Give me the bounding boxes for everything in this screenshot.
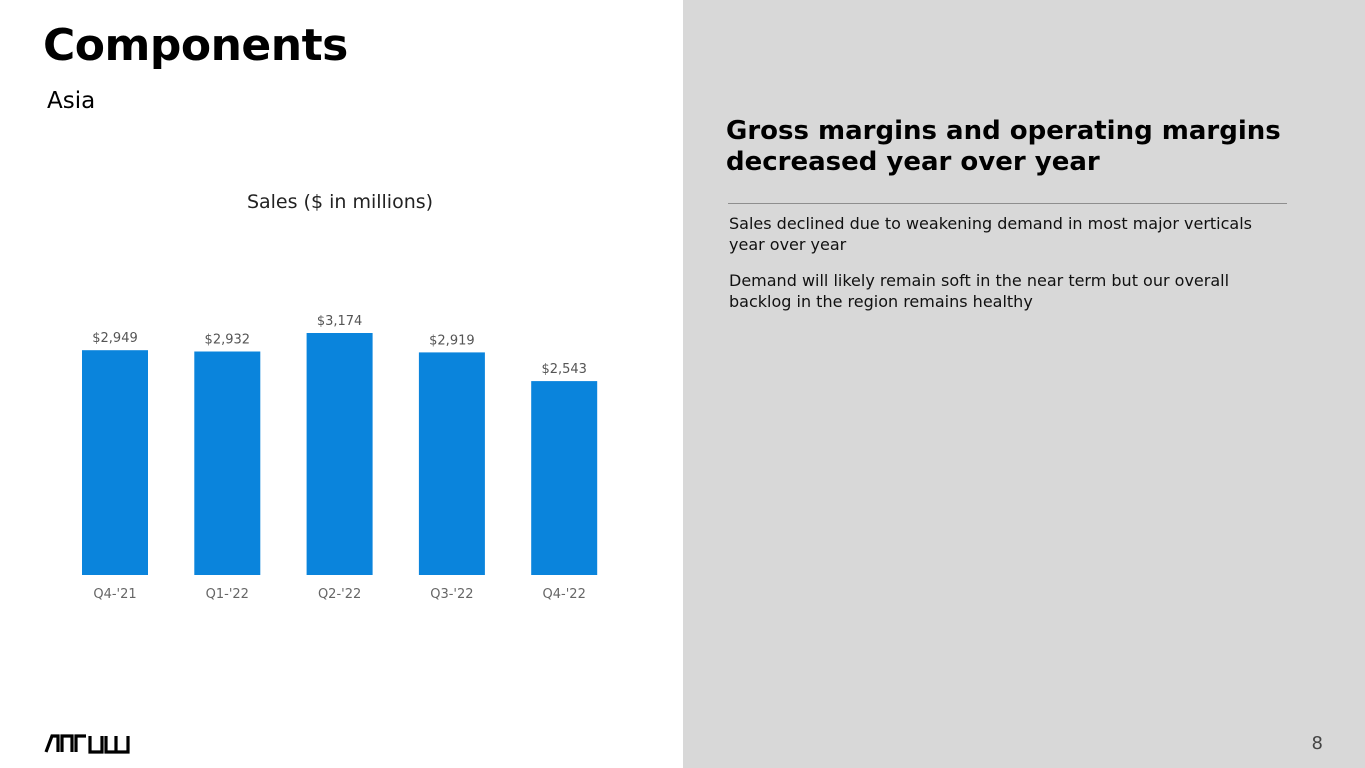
arrow-logo xyxy=(44,734,130,754)
bar-value-label: $2,949 xyxy=(92,331,138,346)
sales-bar-chart: Sales ($ in millions) $2,949 Q4-'21 $2,932… xyxy=(82,191,598,602)
bar-value-label: $2,919 xyxy=(429,333,475,348)
bar-Q4-'21 xyxy=(82,350,148,575)
bar-value-label: $2,932 xyxy=(205,333,251,348)
right-panel xyxy=(683,0,1365,768)
bar-Q2-'22 xyxy=(306,333,373,575)
chart-title: Sales ($ in millions) xyxy=(247,191,433,213)
bars-group: $2,949 Q4-'21 $2,932 Q1-'22 $3,174 Q2-'22 $2,9… xyxy=(82,314,598,602)
x-tick-label: Q4-'21 xyxy=(93,587,136,602)
summary-headline: Gross margins and operating margins decr… xyxy=(726,116,1281,177)
logo-letter-o xyxy=(88,736,104,754)
summary-bullet: Demand will likely remain soft in the ne… xyxy=(729,271,1230,311)
summary-bullet: Sales declined due to weakening demand i… xyxy=(729,214,1252,254)
bar-Q4-'22 xyxy=(531,381,598,575)
x-tick-label: Q2-'22 xyxy=(318,587,361,602)
logo-letter-a xyxy=(44,734,60,753)
bar-value-label: $3,174 xyxy=(317,314,363,329)
headline-divider xyxy=(728,203,1287,204)
x-tick-label: Q1-'22 xyxy=(206,587,249,602)
x-tick-label: Q4-'22 xyxy=(543,587,586,602)
bar-value-label: $2,543 xyxy=(541,362,587,377)
page-number: 8 xyxy=(1311,733,1323,754)
logo-letter-r1 xyxy=(60,734,74,752)
page-subtitle: Asia xyxy=(47,88,96,114)
bar-Q3-'22 xyxy=(418,352,485,575)
bar-Q1-'22 xyxy=(194,351,261,575)
page-title: Components xyxy=(43,20,348,71)
logo-letter-r2 xyxy=(74,734,86,752)
x-tick-label: Q3-'22 xyxy=(430,587,473,602)
logo-letter-w xyxy=(104,736,130,754)
